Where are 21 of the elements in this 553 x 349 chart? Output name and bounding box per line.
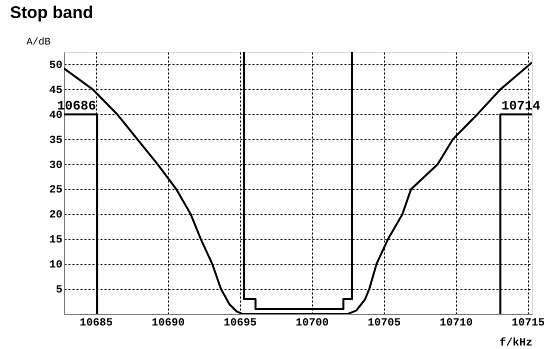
y-tick-label: 50 [49,60,62,72]
x-axis-title: f/kHz [499,336,532,349]
x-tick-label: 10710 [440,318,473,330]
y-tick-label: 30 [49,160,62,172]
x-tick-label: 10690 [152,318,185,330]
x-tick-label: 10715 [512,318,546,330]
chart-title: Stop band [10,3,94,22]
y-axis-title: A/dB [26,36,51,48]
y-tick-label: 45 [49,84,63,97]
x-tick-label: 10685 [80,318,114,330]
x-tick-label: 10705 [368,318,402,330]
y-tick-label: 15 [49,234,63,247]
x-tick-label: 10695 [224,318,258,330]
y-tick-label: 20 [49,210,62,222]
y-tick-label: 25 [49,184,63,197]
y-tick-label: 40 [49,110,62,122]
annotation: 10714 [501,98,541,114]
y-tick-label: 35 [49,134,63,147]
y-tick-label: 5 [56,284,63,297]
x-tick-label: 10700 [296,318,329,330]
y-tick-label: 10 [49,260,62,272]
